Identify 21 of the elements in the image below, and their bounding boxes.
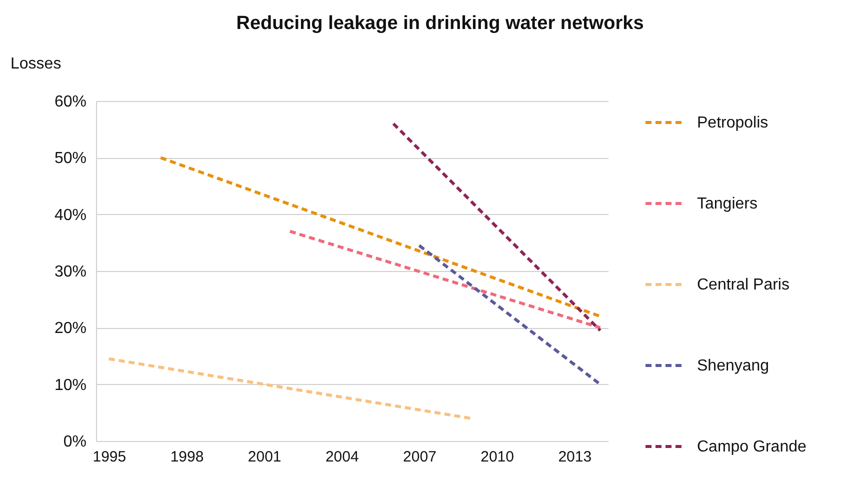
- x-tick-label: 1998: [170, 448, 204, 466]
- y-tick-label: 0%: [63, 434, 86, 450]
- x-tick-label: 2013: [558, 448, 592, 466]
- x-tick-label: 1995: [92, 448, 126, 466]
- x-tick-label: 2001: [248, 448, 282, 466]
- y-tick-label: 30%: [54, 264, 86, 280]
- legend-label: Petropolis: [697, 114, 768, 132]
- y-tick-label: 20%: [54, 320, 86, 338]
- chart-title: Reducing leakage in drinking water networks: [236, 13, 644, 34]
- x-tick-label: 2010: [480, 448, 514, 466]
- legend-label: Shenyang: [697, 358, 770, 374]
- legend-label: Campo Grande: [697, 438, 806, 456]
- y-tick-label: 50%: [54, 150, 86, 168]
- legend-label: Central Paris: [697, 276, 790, 294]
- x-tick-label: 2004: [325, 448, 359, 466]
- y-axis-title: Losses: [10, 56, 62, 72]
- y-tick-label: 40%: [54, 206, 86, 224]
- x-tick-label: 2007: [403, 448, 436, 466]
- legend-label: Tangiers: [697, 196, 758, 212]
- y-tick-label: 60%: [54, 94, 86, 110]
- y-tick-label: 10%: [54, 376, 86, 394]
